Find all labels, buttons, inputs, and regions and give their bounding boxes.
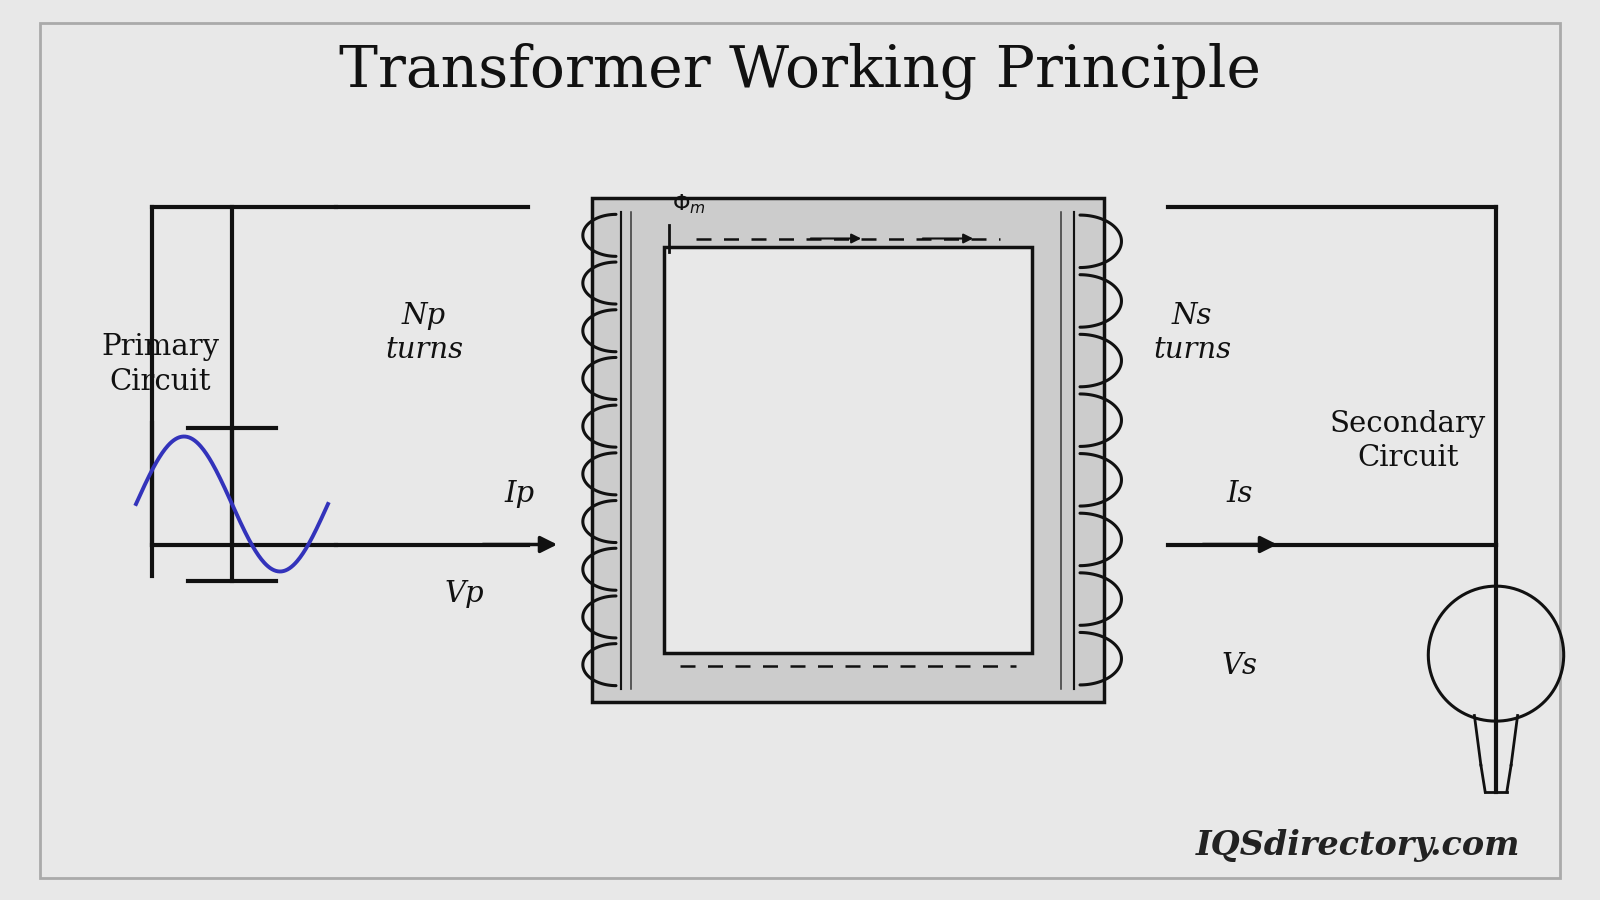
Text: Vs: Vs [1222, 652, 1258, 680]
Text: Np
turns: Np turns [386, 302, 462, 364]
Bar [664, 248, 1032, 652]
Text: Vp: Vp [445, 580, 483, 608]
Text: IQSdirectory.com: IQSdirectory.com [1195, 830, 1520, 862]
Text: Primary
Circuit: Primary Circuit [101, 333, 219, 396]
Text: Ip: Ip [506, 481, 534, 508]
Bar [592, 198, 1104, 702]
Text: Transformer Working Principle: Transformer Working Principle [339, 43, 1261, 101]
Text: Is: Is [1227, 481, 1253, 508]
Text: Ns
turns: Ns turns [1154, 302, 1230, 364]
Text: Secondary
Circuit: Secondary Circuit [1330, 410, 1486, 472]
Text: $\Phi_m$: $\Phi_m$ [672, 193, 706, 216]
